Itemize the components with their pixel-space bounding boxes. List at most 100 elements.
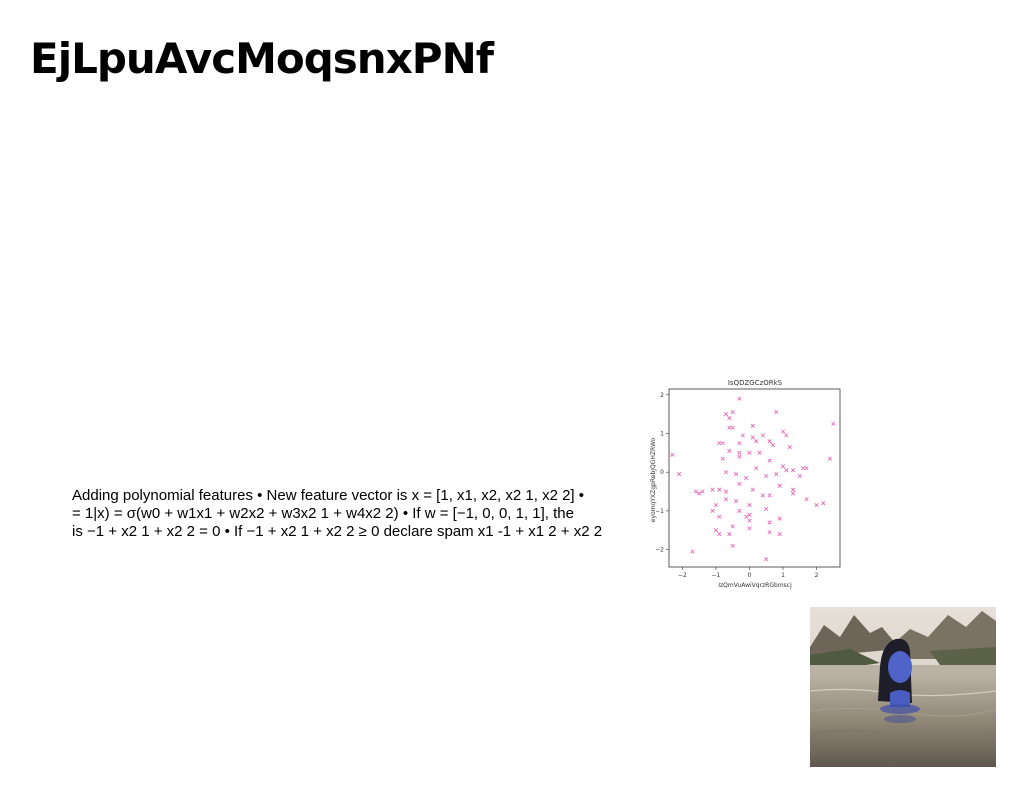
scatter-point [727,415,732,421]
body-line-1: Adding polynomial features • New feature… [72,487,585,504]
scatter-point [730,425,735,430]
scatter-point [676,472,682,477]
scatter-point [801,466,806,471]
scatter-point [690,549,695,554]
x-tick-label: 1 [781,572,785,579]
scatter-point [737,396,742,401]
scatter-point [670,452,675,457]
scatter-point [814,503,819,508]
scatter-point [764,473,769,479]
scatter-point [770,443,776,448]
scatter-chart-svg: IsQDZGCzORkS IzQmVuAwiVqrzRGbmscj eyomqY… [650,379,841,589]
scatter-point [737,481,742,486]
scatter-point [730,543,735,548]
scatter-point [720,441,725,446]
scatter-point [730,410,735,415]
scatter-point [767,493,772,498]
x-tick-label: 0 [748,572,752,579]
scatter-point [831,421,836,426]
scatter-point [757,450,762,455]
scatter-point [784,468,789,473]
scatter-point [750,435,755,440]
scatter-point [760,493,765,498]
x-tick-label: −2 [678,572,687,579]
scatter-point [774,410,779,415]
scatter-point [740,433,745,438]
scatter-point [787,444,792,450]
scatter-point [717,487,722,492]
y-tick-label: 0 [660,469,664,476]
scatter-point [767,520,772,525]
scatter-point [723,412,729,417]
photo-woman-in-pool [810,607,996,767]
scatter-point [777,483,782,488]
chart-title: IsQDZGCzORkS [728,379,783,387]
scatter-point [780,464,786,469]
scatter-point [767,458,772,463]
scatter-point [784,433,789,438]
woman-in-infinity-pool-photo [810,607,996,767]
scatter-point [744,514,749,519]
scatter-point [717,532,722,537]
scatter-point [697,491,702,496]
scatter-point [700,489,705,494]
y-tick-label: −1 [655,508,664,515]
scatter-point [723,470,729,475]
scatter-point [733,472,739,477]
scatter-point [720,456,725,461]
scatter-point [804,497,809,502]
scatter-point [767,530,772,535]
scatter-point [737,454,742,459]
slide-body-text: Adding polynomial features • New feature… [72,487,632,541]
scatter-point [713,503,719,508]
scatter-point [744,475,749,481]
scatter-point [737,450,742,455]
scatter-point [727,448,732,453]
scatter-point [747,503,752,508]
scatter-point [804,466,809,471]
scatter-point [764,506,769,512]
scatter-point [754,466,759,471]
scatter-point [723,489,729,494]
scatter-point [737,441,742,446]
y-tick-label: 2 [660,392,664,399]
scatter-point [727,425,732,430]
x-tick-label: −1 [712,572,721,579]
scatter-point [727,532,732,537]
slide-title: EjLpuAvcMoqsnxPNf [30,34,494,83]
scatter-point [747,450,752,455]
body-line-3: is −1 + x2 1 + x2 2 = 0 • If −1 + x2 1 +… [72,523,603,540]
x-tick-label: 2 [815,572,819,579]
scatter-point [780,429,786,434]
scatter-point [723,497,729,502]
scatter-point [733,499,739,504]
scatter-point [827,456,833,461]
scatter-point [767,439,772,444]
scatter-point [747,512,752,517]
scatter-point [760,433,765,438]
body-line-2: = 1|x) = σ(w0 + w1x1 + w2x2 + w3x2 1 + w… [72,505,574,522]
scatter-point [717,441,722,446]
scatter-point [790,468,796,473]
scatter-point [764,557,769,562]
scatter-point [710,508,715,513]
scatter-point [790,487,796,492]
scatter-point [777,516,782,521]
chart-plot-frame [668,388,841,568]
scatter-point [713,528,719,533]
chart-x-axis-label: IzQmVuAwiVqrzRGbmscj [718,582,792,589]
chart-y-axis-label: eyomqYXZgpRebJQGHZRWo [650,437,657,522]
scatter-point [750,487,755,492]
scatter-point [777,532,782,537]
scatter-point [717,514,722,519]
y-tick-label: 1 [660,431,664,438]
scatter-point [774,472,779,477]
scatter-point [747,518,752,523]
scatter-point [747,526,752,531]
scatter-point [737,508,742,513]
scatter-point [710,487,715,492]
scatter-point [750,423,755,428]
scatter-point [790,491,796,496]
scatter-point [754,439,759,444]
